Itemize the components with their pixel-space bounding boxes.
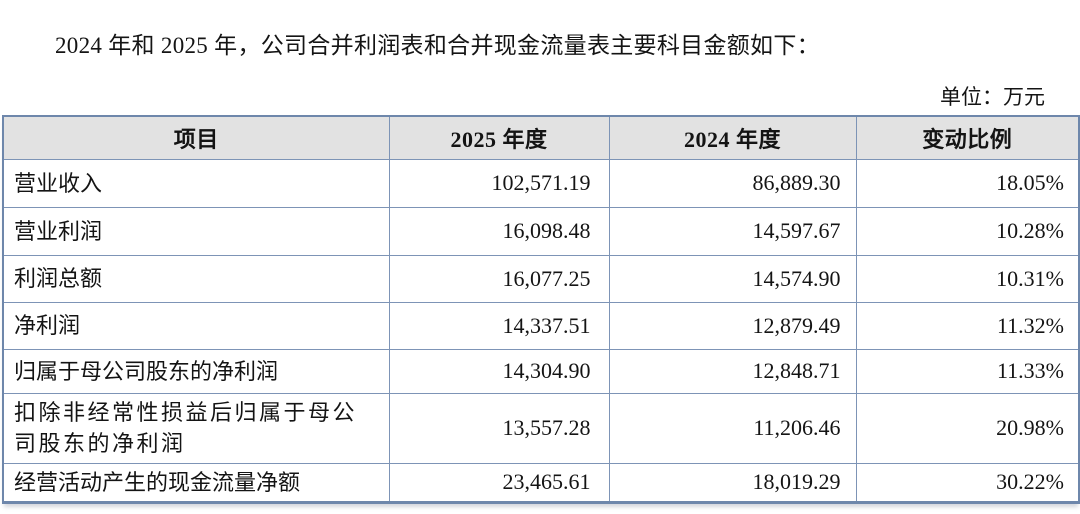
value-2024-cell: 11,206.46 xyxy=(608,392,857,464)
item-cell: 归属于母公司股东的净利润 xyxy=(2,348,390,394)
intro-paragraph: 2024 年和 2025 年，公司合并利润表和合并现金流量表主要科目金额如下： xyxy=(55,33,820,58)
change-cell: 10.31% xyxy=(855,254,1080,303)
value-2025-cell: 23,465.61 xyxy=(388,462,610,503)
change-cell: 18.05% xyxy=(855,158,1080,208)
value-2024-cell: 12,879.49 xyxy=(608,301,857,350)
item-cell: 净利润 xyxy=(2,301,390,350)
table-row: 扣除非经常性损益后归属于母公 司股东的净利润 13,557.28 11,206.… xyxy=(2,392,1080,464)
header-change: 变动比例 xyxy=(855,115,1080,160)
unit-label: 单位：万元 xyxy=(940,85,1045,109)
value-2025-cell: 16,098.48 xyxy=(388,206,610,256)
value-2024-cell: 18,019.29 xyxy=(608,462,857,503)
item-cell: 经营活动产生的现金流量净额 xyxy=(2,462,390,503)
change-cell: 30.22% xyxy=(855,462,1080,503)
financial-summary-table: 项目 2025 年度 2024 年度 变动比例 营业收入 102,571.19 … xyxy=(2,115,1080,504)
table-header-row: 项目 2025 年度 2024 年度 变动比例 xyxy=(2,115,1080,160)
table-row: 净利润 14,337.51 12,879.49 11.32% xyxy=(2,301,1080,350)
value-2025-cell: 16,077.25 xyxy=(388,254,610,303)
value-2025-cell: 14,337.51 xyxy=(388,301,610,350)
table-row: 归属于母公司股东的净利润 14,304.90 12,848.71 11.33% xyxy=(2,348,1080,394)
table-row: 经营活动产生的现金流量净额 23,465.61 18,019.29 30.22% xyxy=(2,462,1080,503)
change-cell: 11.33% xyxy=(855,348,1080,394)
item-cell: 扣除非经常性损益后归属于母公 司股东的净利润 xyxy=(2,392,390,464)
value-2025-cell: 14,304.90 xyxy=(388,348,610,394)
change-cell: 10.28% xyxy=(855,206,1080,256)
value-2024-cell: 12,848.71 xyxy=(608,348,857,394)
value-2024-cell: 14,597.67 xyxy=(608,206,857,256)
value-2024-cell: 14,574.90 xyxy=(608,254,857,303)
item-cell: 利润总额 xyxy=(2,254,390,303)
change-cell: 11.32% xyxy=(855,301,1080,350)
item-cell: 营业收入 xyxy=(2,158,390,208)
value-2025-cell: 13,557.28 xyxy=(388,392,610,464)
header-2025: 2025 年度 xyxy=(388,115,610,160)
table-row: 营业利润 16,098.48 14,597.67 10.28% xyxy=(2,206,1080,256)
table-row: 利润总额 16,077.25 14,574.90 10.31% xyxy=(2,254,1080,303)
value-2025-cell: 102,571.19 xyxy=(388,158,610,208)
item-cell: 营业利润 xyxy=(2,206,390,256)
change-cell: 20.98% xyxy=(855,392,1080,464)
header-item: 项目 xyxy=(2,115,390,160)
header-2024: 2024 年度 xyxy=(608,115,857,160)
table-row: 营业收入 102,571.19 86,889.30 18.05% xyxy=(2,158,1080,208)
value-2024-cell: 86,889.30 xyxy=(608,158,857,208)
